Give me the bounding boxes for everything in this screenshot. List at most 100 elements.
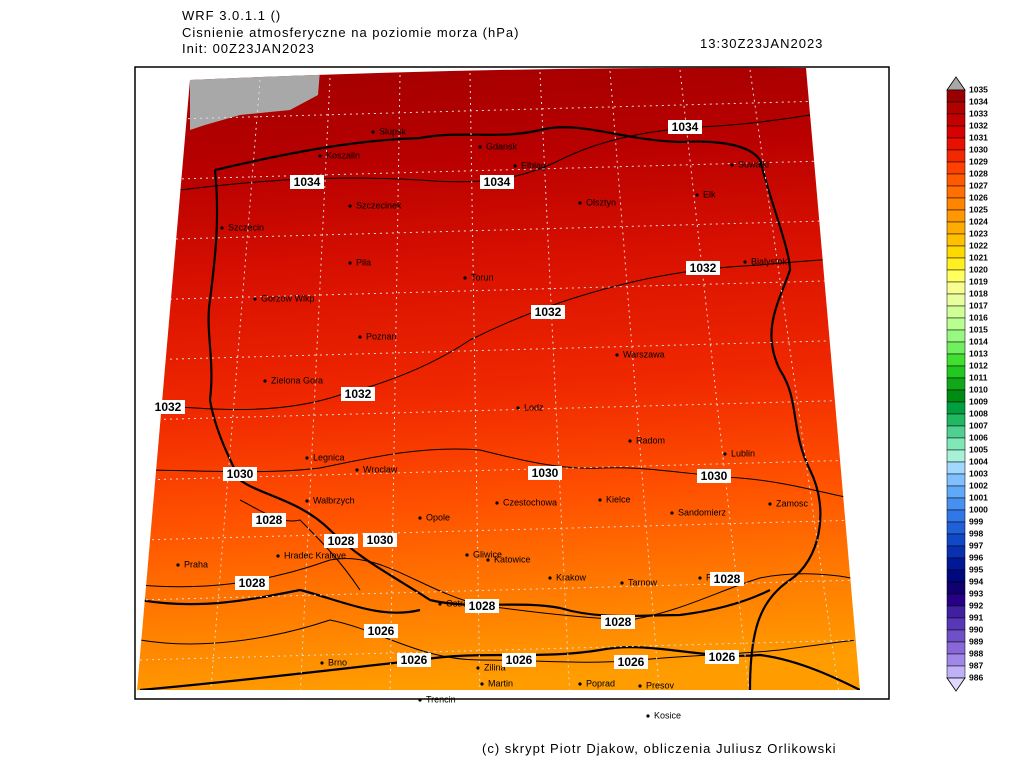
isobar-label-bg [502, 653, 536, 667]
city-marker [480, 682, 484, 686]
colorbar-label: 1034 [969, 96, 988, 106]
colorbar-label: 999 [969, 516, 983, 526]
colorbar-label: 988 [969, 648, 983, 658]
colorbar-swatch [946, 221, 966, 235]
colorbar-label: 1000 [969, 504, 988, 514]
city-label: Szczecinek [356, 200, 402, 210]
city-marker [670, 511, 674, 515]
colorbar-label: 1035 [969, 84, 988, 94]
colorbar-label: 1006 [969, 432, 988, 442]
colorbar-swatch [946, 317, 966, 331]
isobar-label-bg [705, 650, 739, 664]
isobar-label: 1026 [618, 655, 645, 669]
colorbar-swatch [946, 173, 966, 187]
isobar-label: 1034 [672, 120, 699, 134]
colorbar-label: 995 [969, 564, 983, 574]
isobar-label: 1026 [368, 624, 395, 638]
isobar-label: 1026 [506, 653, 533, 667]
map-frame [134, 66, 890, 700]
city-label: Czestochowa [503, 497, 557, 507]
city-label: Suwalki [738, 159, 769, 169]
city-label: Walbrzych [313, 495, 355, 505]
colorbar-label: 1029 [969, 156, 988, 166]
isobar-label: 1030 [367, 533, 394, 547]
map-title: Cisnienie atmosferyczne na poziomie morz… [182, 25, 519, 40]
colorbar-swatch [946, 533, 966, 547]
colorbar-swatch [946, 353, 966, 367]
colorbar-label: 1019 [969, 276, 988, 286]
city-label: Opole [426, 512, 450, 522]
colorbar-swatch [946, 545, 966, 559]
colorbar-swatch [946, 113, 966, 127]
city-label: Sandomierz [678, 507, 727, 517]
city-marker [730, 163, 734, 167]
city-label: Torun [471, 272, 494, 282]
isobar-label: 1030 [227, 467, 254, 481]
colorbar-label: 1015 [969, 324, 988, 334]
city-marker [276, 554, 280, 558]
colorbar-label: 1024 [969, 216, 988, 226]
city-marker [220, 226, 224, 230]
colorbar-swatch [946, 629, 966, 643]
colorbar-swatch [946, 665, 966, 679]
colorbar-label: 1030 [969, 144, 988, 154]
city-label: Elk [703, 189, 716, 199]
city-label: Zilina [484, 662, 506, 672]
colorbar-swatch [946, 497, 966, 511]
colorbar-swatch [946, 641, 966, 655]
isobar-label-bg [697, 469, 731, 483]
colorbar-label: 992 [969, 600, 983, 610]
colorbar-label: 1009 [969, 396, 988, 406]
city-label: Olsztyn [586, 197, 616, 207]
isobar-label-bg [223, 467, 257, 481]
colorbar-label: 997 [969, 540, 983, 550]
isobar-label: 1028 [328, 534, 355, 548]
colorbar-swatch [946, 305, 966, 319]
colorbar-label: 1013 [969, 348, 988, 358]
colorbar-label: 1005 [969, 444, 988, 454]
colorbar-swatch [946, 389, 966, 403]
city-marker [743, 260, 747, 264]
isobar-label-bg [480, 175, 514, 189]
credits: (c) skrypt Piotr Djakow, obliczenia Juli… [482, 741, 837, 756]
city-marker [646, 714, 650, 718]
colorbar-swatch [946, 485, 966, 499]
colorbar-label: 1007 [969, 420, 988, 430]
colorbar-label: 1033 [969, 108, 988, 118]
colorbar-swatch [946, 245, 966, 259]
isobar-label: 1030 [532, 466, 559, 480]
colorbar-swatch [946, 461, 966, 475]
colorbar-swatch [946, 149, 966, 163]
city-label: Gdansk [486, 141, 518, 151]
colorbar-swatch [946, 101, 966, 115]
colorbar-swatch [946, 437, 966, 451]
city-label: Lodz [524, 402, 544, 412]
colorbar-label: 1010 [969, 384, 988, 394]
city-marker [355, 468, 359, 472]
city-label: Poznan [366, 331, 397, 341]
city-label: Bialystok [751, 256, 788, 266]
colorbar-swatch [946, 377, 966, 391]
model-label: WRF 3.0.1.1 () [182, 8, 281, 23]
colorbar-swatch [946, 293, 966, 307]
colorbar-label: 1028 [969, 168, 988, 178]
city-marker [263, 379, 267, 383]
city-marker [578, 201, 582, 205]
colorbar-label: 1012 [969, 360, 988, 370]
colorbar-label: 993 [969, 588, 983, 598]
isobar-label-bg [668, 120, 702, 134]
city-label: Kielce [606, 494, 631, 504]
valid-time: 13:30Z23JAN2023 [700, 36, 823, 51]
city-label: Koszalin [326, 150, 360, 160]
city-marker [358, 335, 362, 339]
city-label: Tarnow [628, 577, 658, 587]
city-marker [305, 499, 309, 503]
city-label: Zamosc [776, 498, 809, 508]
isobar-label-bg [686, 261, 720, 275]
isobar-label: 1034 [294, 175, 321, 189]
isobar-label: 1030 [701, 469, 728, 483]
isobar-label: 1028 [256, 513, 283, 527]
city-label: Brno [328, 657, 347, 667]
colorbar-swatch [946, 269, 966, 283]
isobar-label-bg [363, 533, 397, 547]
